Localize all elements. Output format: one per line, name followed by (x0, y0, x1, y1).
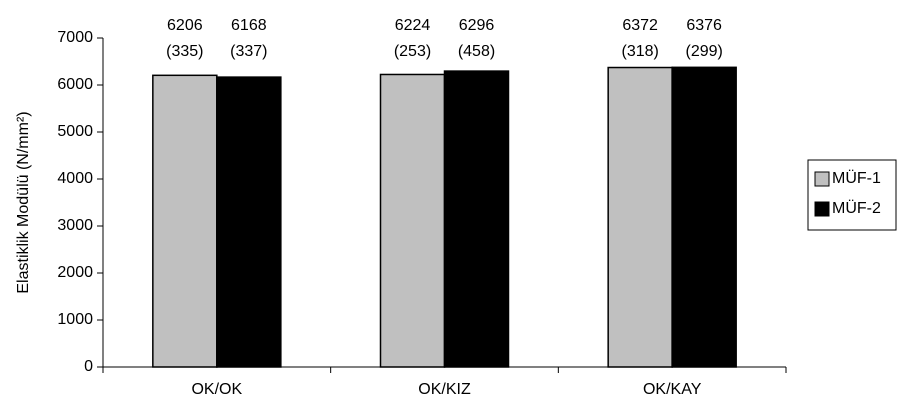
data-label-sd: (253) (394, 43, 431, 60)
data-label-value: 6224 (395, 17, 431, 34)
legend-swatch-1 (814, 171, 830, 187)
y-tick-label: 4000 (57, 170, 93, 187)
bar-1-2 (379, 73, 446, 368)
legend-box (807, 159, 897, 231)
category-labels: OK/OK OK/KIZ OK/KAY (191, 381, 701, 398)
y-axis-ticks: 0 1000 2000 3000 4000 5000 6000 7000 (57, 29, 103, 375)
x-category-label: OK/OK (191, 381, 242, 398)
y-tick-label: 2000 (57, 264, 93, 281)
y-axis-title-group: Elastiklik Modülü (N/mm²) (15, 111, 32, 293)
axes (102, 38, 787, 373)
y-tick-label: 6000 (57, 76, 93, 93)
data-label-sd: (458) (458, 43, 495, 60)
data-label-sd: (337) (230, 43, 267, 60)
x-category-label: OK/KIZ (418, 381, 471, 398)
y-tick-label: 5000 (57, 123, 93, 140)
bar-2-2 (443, 70, 510, 368)
data-label-sd: (318) (621, 43, 658, 60)
legend: MÜF-1 MÜF-2 (807, 159, 897, 231)
y-tick-label: 0 (84, 358, 93, 375)
y-axis-title: Elastiklik Modülü (N/mm²) (15, 111, 32, 293)
legend-label-2: MÜF-2 (832, 199, 881, 217)
y-tick-label: 3000 (57, 217, 93, 234)
data-label-value: 6168 (231, 17, 267, 34)
x-category-label: OK/KAY (643, 381, 702, 398)
bars (152, 66, 737, 368)
bar-2-3 (671, 66, 737, 368)
data-label-value: 6372 (622, 17, 658, 34)
data-label-sd: (335) (166, 43, 203, 60)
data-label-value: 6206 (167, 17, 203, 34)
bar-1-1 (152, 74, 218, 368)
bar-2-1 (216, 76, 282, 368)
legend-swatch-2 (814, 201, 830, 217)
y-tick-label: 1000 (57, 311, 93, 328)
data-label-sd: (299) (685, 43, 722, 60)
data-label-value: 6376 (686, 17, 722, 34)
legend-label-1: MÜF-1 (832, 169, 881, 187)
y-tick-label: 7000 (57, 29, 93, 46)
data-label-value: 6296 (459, 17, 495, 34)
bar-1-3 (607, 66, 673, 368)
data-labels: 6206 (335) 6168 (337) 6224 (253) 6296 (458) 6372… (166, 17, 723, 60)
